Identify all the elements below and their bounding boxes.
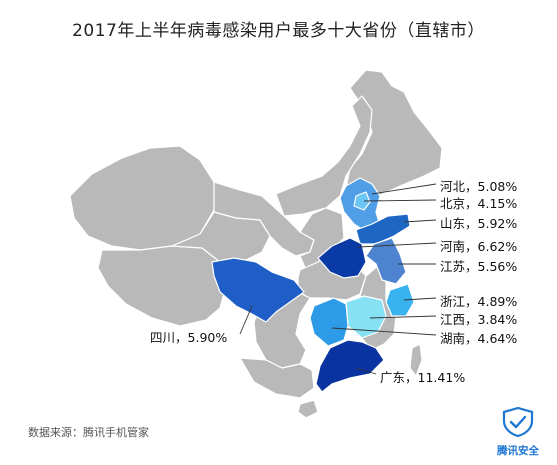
label-henan: 河南，6.62% bbox=[440, 239, 518, 254]
base-gansu-ningxia bbox=[213, 181, 315, 257]
leader-beijing bbox=[363, 199, 437, 202]
base-taiwan bbox=[409, 343, 423, 377]
region-shandong bbox=[355, 213, 411, 245]
leader-sichuan bbox=[239, 305, 253, 335]
leader-zhejiang bbox=[403, 297, 437, 301]
region-zhejiang bbox=[385, 283, 415, 317]
region-beijing bbox=[353, 191, 371, 211]
map-title: 2017年上半年病毒感染用户最多十大省份（直辖市） bbox=[72, 21, 485, 41]
leader-lines bbox=[239, 183, 437, 375]
logo-text: 腾讯安全 bbox=[497, 445, 539, 457]
label-sichuan: 四川，5.90% bbox=[150, 330, 228, 345]
region-guangdong bbox=[315, 339, 385, 393]
label-hebei: 河北，5.08% bbox=[440, 179, 518, 194]
region-hunan bbox=[309, 297, 349, 347]
region-jiangsu bbox=[365, 237, 407, 285]
region-henan bbox=[317, 237, 367, 279]
leader-hebei bbox=[371, 183, 437, 195]
data-source-note: 数据来源：腾讯手机管家 bbox=[28, 426, 149, 439]
base-inner-mongolia bbox=[275, 95, 373, 217]
base-tibet bbox=[97, 245, 227, 327]
shield-check-icon bbox=[502, 406, 534, 438]
base-xinjiang bbox=[69, 145, 215, 251]
label-jiangxi: 江西，3.84% bbox=[440, 312, 518, 327]
region-jiangxi bbox=[345, 295, 387, 339]
base-hainan bbox=[297, 399, 319, 419]
label-jiangsu: 江苏，5.56% bbox=[440, 259, 518, 274]
tencent-security-logo: 腾讯安全 bbox=[488, 406, 548, 458]
leader-hunan bbox=[331, 327, 437, 336]
base-guangxi bbox=[239, 357, 315, 399]
label-zhejiang: 浙江，4.89% bbox=[440, 294, 518, 309]
leader-guangdong bbox=[355, 367, 377, 375]
leader-shandong bbox=[403, 219, 437, 223]
label-guangdong: 广东，11.41% bbox=[380, 370, 466, 385]
highlighted-provinces bbox=[211, 177, 415, 393]
region-sichuan bbox=[211, 257, 305, 323]
label-hunan: 湖南，4.64% bbox=[440, 331, 518, 346]
leader-jiangxi bbox=[369, 315, 437, 319]
base-northeast bbox=[345, 69, 443, 197]
label-beijing: 北京，4.15% bbox=[440, 196, 518, 211]
label-shandong: 山东，5.92% bbox=[440, 216, 518, 231]
leader-henan bbox=[357, 242, 437, 248]
